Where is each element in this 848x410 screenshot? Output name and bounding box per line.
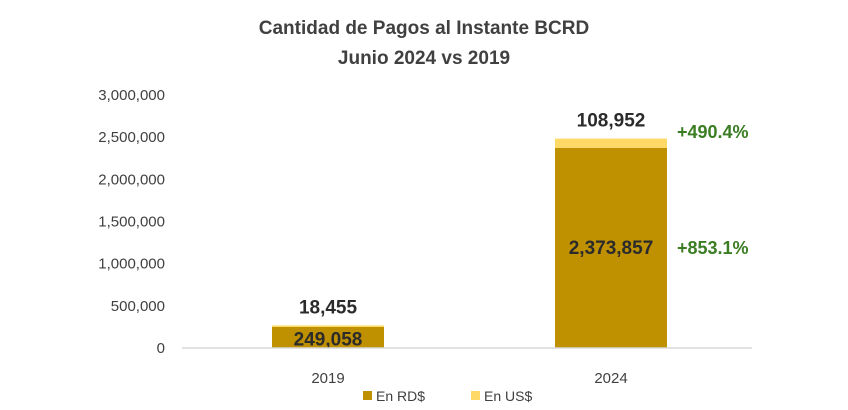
- data-label-us: 18,455: [299, 297, 358, 318]
- x-tick-label: 2019: [311, 370, 344, 387]
- bar-2024-rd: [555, 147, 667, 348]
- bar-2019-us: [272, 325, 384, 327]
- growth-annotation: +853.1%: [677, 238, 749, 258]
- bar-2019-rd: [272, 326, 384, 348]
- y-tick-label: 2,500,000: [98, 129, 165, 146]
- y-tick-label: 2,000,000: [98, 171, 165, 188]
- bar-2024-us: [555, 138, 667, 148]
- data-label-rd: 249,058: [294, 329, 363, 350]
- chart-title: Cantidad de Pagos al Instante BCRD: [259, 18, 589, 39]
- growth-annotation: +490.4%: [677, 122, 749, 142]
- y-tick-label: 500,000: [111, 298, 165, 315]
- y-tick-label: 1,000,000: [98, 256, 165, 273]
- data-label-rd: 2,373,857: [569, 238, 654, 259]
- legend-label: En US$: [484, 388, 532, 404]
- y-tick-label: 3,000,000: [98, 87, 165, 104]
- legend-label: En RD$: [376, 388, 425, 404]
- data-label-us: 108,952: [577, 111, 646, 132]
- chart-subtitle: Junio 2024 vs 2019: [338, 48, 510, 69]
- y-tick-label: 1,500,000: [98, 214, 165, 231]
- x-tick-label: 2024: [594, 370, 627, 387]
- legend-swatch: [471, 391, 480, 400]
- legend-swatch: [363, 391, 372, 400]
- y-tick-label: 0: [157, 340, 165, 357]
